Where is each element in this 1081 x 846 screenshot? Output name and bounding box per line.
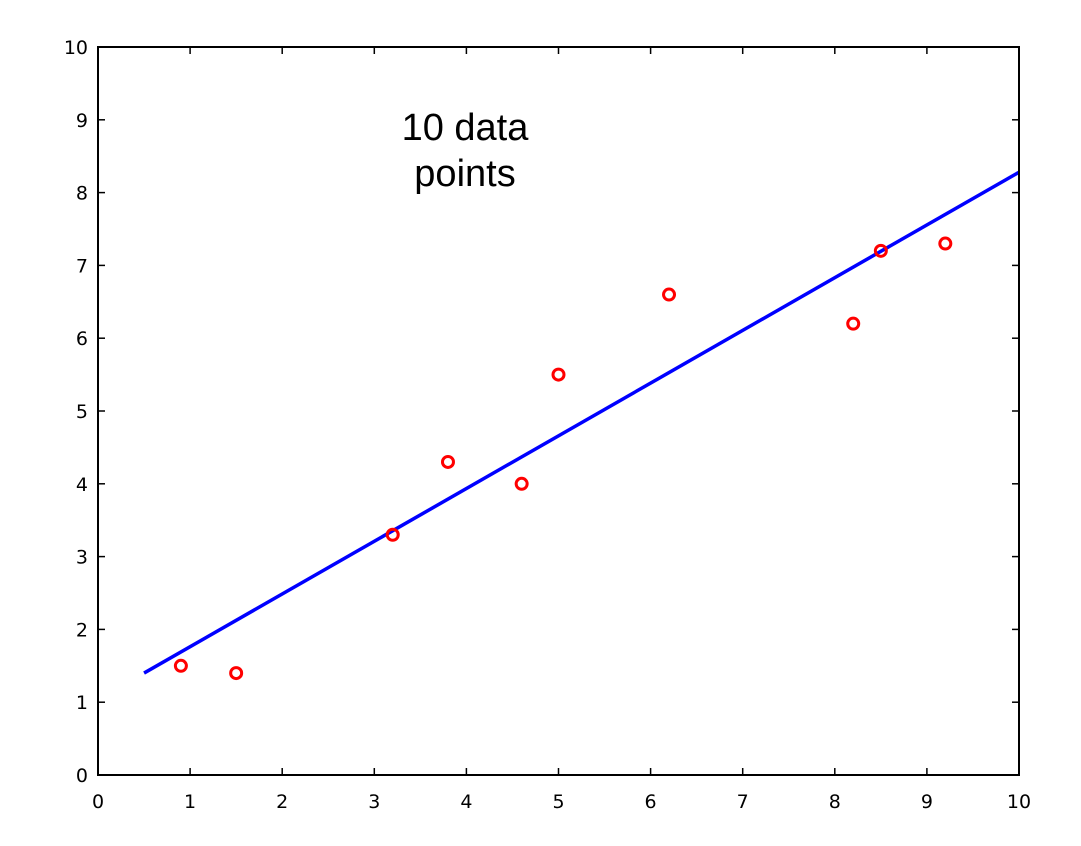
y-tick-label: 10 [64, 37, 88, 59]
fit-line [143, 170, 1020, 675]
plot-frame [97, 46, 1020, 776]
y-tick-label: 5 [76, 401, 88, 423]
data-point [440, 454, 455, 469]
data-point [662, 287, 677, 302]
data-point [938, 236, 953, 251]
data-point [551, 367, 566, 382]
y-tick-label: 1 [76, 692, 88, 714]
data-point [846, 316, 861, 331]
x-tick-label: 3 [368, 791, 380, 813]
y-tick-label: 6 [76, 328, 88, 350]
data-point [385, 527, 400, 542]
data-point [229, 666, 244, 681]
annotation-label: 10 data points [360, 106, 570, 197]
x-tick-label: 10 [1007, 791, 1031, 813]
x-tick-label: 7 [737, 791, 749, 813]
y-tick-label: 9 [76, 110, 88, 132]
y-tick-label: 8 [76, 183, 88, 205]
x-tick-label: 5 [552, 791, 564, 813]
y-tick-label: 2 [76, 619, 88, 641]
y-tick-label: 0 [76, 765, 88, 787]
data-point [514, 476, 529, 491]
x-tick-label: 4 [460, 791, 472, 813]
y-tick-label: 3 [76, 547, 88, 569]
x-tick-label: 9 [921, 791, 933, 813]
x-tick-label: 0 [92, 791, 104, 813]
x-tick-label: 2 [276, 791, 288, 813]
x-tick-label: 6 [645, 791, 657, 813]
y-tick-label: 4 [76, 474, 88, 496]
x-tick-label: 1 [184, 791, 196, 813]
y-tick-label: 7 [76, 255, 88, 277]
annotation-line-1: 10 data [401, 107, 529, 149]
x-tick-label: 8 [829, 791, 841, 813]
data-point [173, 658, 188, 673]
data-point [873, 243, 888, 258]
annotation-line-2: points [414, 152, 516, 195]
